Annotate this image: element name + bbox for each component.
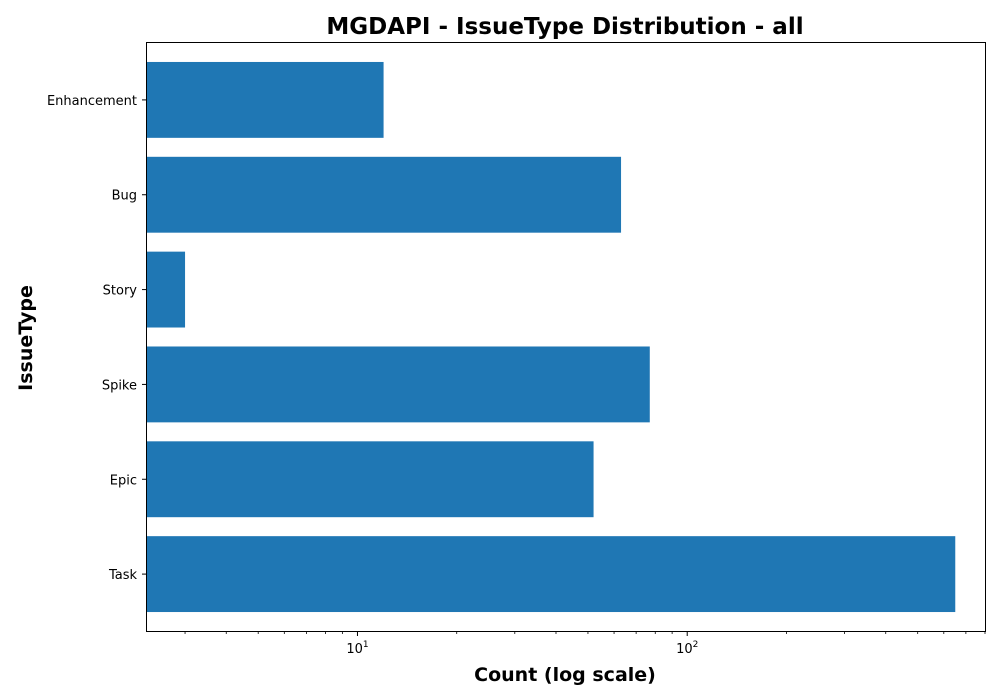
y-tick-label: Enhancement xyxy=(47,94,137,109)
y-tick-label: Spike xyxy=(102,378,137,393)
y-tick-label: Epic xyxy=(110,473,137,488)
bar-epic xyxy=(147,441,594,518)
y-tick-label: Task xyxy=(108,568,138,583)
bar-enhancement xyxy=(147,61,384,138)
bar-spike xyxy=(147,346,650,423)
bar-task xyxy=(147,536,956,613)
bars-group xyxy=(147,61,956,613)
chart-title: MGDAPI - IssueType Distribution - all xyxy=(326,14,803,40)
x-axis-ticks: 101 102 xyxy=(184,631,986,657)
plot-frame xyxy=(146,42,986,632)
y-axis-label: IssueType xyxy=(15,285,37,391)
x-tick-label: 102 xyxy=(676,640,698,657)
y-tick-label: Story xyxy=(103,284,138,299)
bar-story xyxy=(147,251,186,328)
x-tick-label: 101 xyxy=(346,640,368,657)
x-axis-label: Count (log scale) xyxy=(474,664,656,686)
y-tick-label: Bug xyxy=(112,189,137,204)
y-axis-ticks: Enhancement Bug Story Spike Epic Task xyxy=(47,94,147,583)
bar-bug xyxy=(147,156,622,233)
